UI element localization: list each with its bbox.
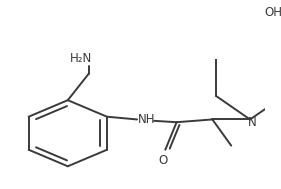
Text: OH: OH — [265, 5, 281, 19]
Text: NH: NH — [138, 113, 155, 126]
Text: O: O — [159, 154, 168, 167]
Text: H₂N: H₂N — [70, 52, 92, 65]
Text: N: N — [248, 116, 256, 129]
